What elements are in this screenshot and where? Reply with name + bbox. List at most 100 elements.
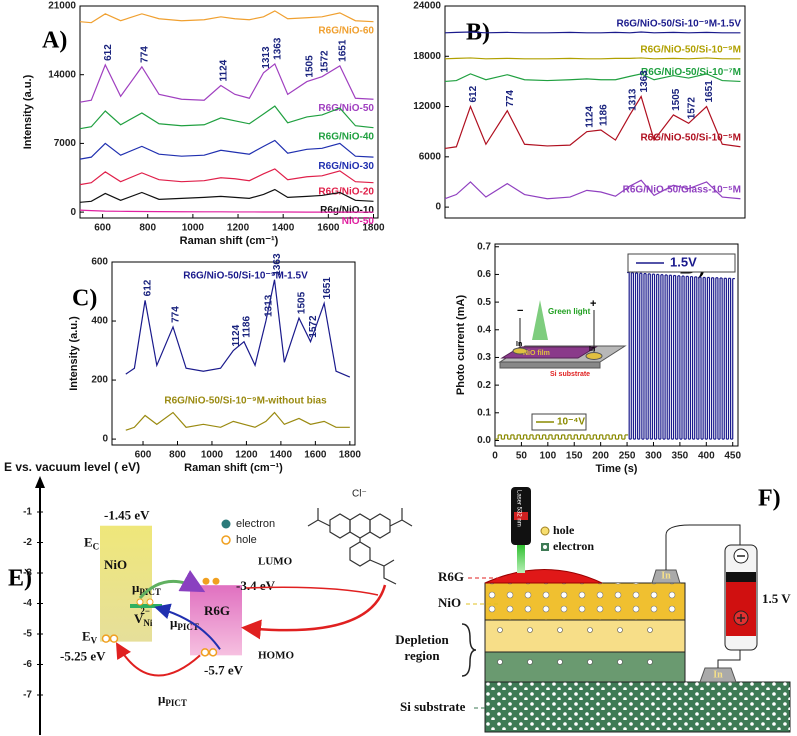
legend-label: 1.5V bbox=[670, 254, 697, 269]
y-tick-label: 0.4 bbox=[477, 324, 491, 335]
nio-band bbox=[100, 525, 152, 642]
y-tick-label: 0.2 bbox=[477, 380, 491, 391]
x-tick-label: 800 bbox=[169, 450, 186, 461]
inset-label: NiO film bbox=[523, 350, 550, 357]
peak-label: 1186 bbox=[242, 316, 253, 338]
x-tick-label: 1400 bbox=[270, 450, 293, 461]
level-label: -5.7 eV bbox=[204, 662, 244, 677]
peak-label: 1572 bbox=[320, 50, 331, 73]
x-tick-label: 1800 bbox=[339, 450, 362, 461]
inset-label: Green light bbox=[548, 307, 591, 316]
battery-band bbox=[726, 572, 756, 582]
transfer-arrow bbox=[115, 642, 201, 677]
y-tick-label: -7 bbox=[23, 690, 32, 701]
x-tick-label: 150 bbox=[566, 451, 583, 462]
legend-box bbox=[531, 413, 587, 431]
x-axis-label: Time (s) bbox=[596, 463, 638, 475]
label-part: Ni bbox=[143, 618, 152, 628]
level-label: -5.25 eV bbox=[60, 649, 106, 664]
y-tick-label: 0 bbox=[102, 434, 108, 445]
peak-label: 1313 bbox=[264, 294, 275, 317]
y-tick-label: -2 bbox=[23, 537, 32, 548]
series-label: R6G/NiO-50/Si-10⁻⁹M-without bias bbox=[164, 395, 327, 406]
inset-electrode bbox=[512, 347, 528, 355]
y-tick-label: 600 bbox=[91, 257, 108, 268]
transfer-arrow bbox=[154, 603, 221, 650]
peak-label: 774 bbox=[505, 90, 516, 107]
plot-frame bbox=[79, 5, 379, 219]
electron-legend-mark bbox=[221, 519, 231, 529]
panel-label: A) bbox=[42, 28, 67, 54]
panel-f: F) In In 1.5 V Laser 532 nm hole bbox=[395, 486, 791, 733]
x-tick-label: 450 bbox=[724, 451, 741, 462]
peak-label: 1572 bbox=[308, 315, 319, 338]
y-tick-label: 12000 bbox=[413, 101, 441, 112]
band-label: R6G bbox=[204, 603, 230, 618]
electrode bbox=[651, 569, 681, 584]
spectrum bbox=[125, 411, 350, 431]
series-label: R6G/NiO-50 bbox=[318, 103, 374, 114]
plot-frame bbox=[494, 243, 739, 447]
layer-label: Depletion bbox=[395, 632, 449, 647]
x-tick-label: 600 bbox=[135, 450, 152, 461]
wire bbox=[665, 524, 741, 570]
x-tick-label: 1600 bbox=[304, 450, 327, 461]
molecule bbox=[307, 508, 413, 585]
depletion-charges bbox=[497, 627, 653, 665]
peak-label: 612 bbox=[468, 85, 479, 102]
layer-label: region bbox=[404, 648, 440, 663]
peak-label: 1651 bbox=[322, 277, 333, 300]
spectrum bbox=[79, 105, 374, 130]
x-tick-label: 50 bbox=[516, 451, 528, 462]
y-tick-label: 0 bbox=[70, 207, 76, 218]
electron-legend-mark bbox=[543, 545, 547, 549]
transfer-arrow bbox=[138, 570, 206, 600]
spectrum bbox=[79, 139, 374, 160]
peak-label: 1651 bbox=[704, 80, 715, 103]
x-tick-label: 200 bbox=[592, 451, 609, 462]
y-tick-label: 0.7 bbox=[477, 241, 491, 252]
y-tick-label: 24000 bbox=[413, 1, 441, 12]
x-tick-label: 1600 bbox=[317, 223, 340, 234]
level-label: -1.45 eV bbox=[104, 508, 150, 523]
label-part: PICT bbox=[165, 698, 187, 708]
y-tick-label: 6000 bbox=[419, 151, 442, 162]
band-edge-label: μPICT bbox=[158, 691, 187, 708]
label-part: E bbox=[82, 629, 91, 644]
band-edge-label: EC bbox=[84, 535, 99, 552]
label-part: μ bbox=[158, 691, 166, 706]
x-tick-label: 1200 bbox=[227, 223, 250, 234]
hole bbox=[200, 648, 210, 657]
series-label: R6G/NiO-50/Si-10⁻⁹M-1.5V bbox=[616, 18, 741, 29]
x-tick-label: 0 bbox=[492, 451, 498, 462]
y-tick-label: 0.5 bbox=[477, 297, 491, 308]
spectrum bbox=[444, 95, 741, 150]
peak-label: 1313 bbox=[627, 88, 638, 111]
label-part: PICT bbox=[139, 587, 161, 597]
hole bbox=[208, 648, 218, 657]
panel-label: E) bbox=[8, 566, 32, 592]
label-part: μ bbox=[132, 580, 140, 595]
legend-label: hole bbox=[553, 523, 575, 537]
x-tick-label: 1000 bbox=[201, 450, 224, 461]
x-tick-label: 250 bbox=[619, 451, 636, 462]
series-label: R6G/NiO-40 bbox=[318, 131, 374, 142]
electrode-label: In bbox=[661, 570, 671, 581]
hole-legend-mark bbox=[221, 535, 231, 545]
peak-label: 1363 bbox=[272, 37, 283, 60]
axis-title: E vs. vacuum level ( eV) bbox=[4, 460, 140, 474]
spectrum bbox=[79, 168, 374, 186]
spectrum bbox=[79, 209, 374, 213]
x-tick-label: 1200 bbox=[235, 450, 258, 461]
legend-label: hole bbox=[236, 534, 257, 546]
peak-label: 1313 bbox=[261, 46, 272, 69]
x-tick-label: 600 bbox=[94, 223, 111, 234]
peak-label: 1651 bbox=[337, 39, 348, 62]
band-edge-label: EV bbox=[82, 629, 98, 646]
y-tick-label: 0.6 bbox=[477, 269, 491, 280]
y-tick-label: -6 bbox=[23, 659, 32, 670]
inset-label: In bbox=[516, 341, 522, 348]
peak-label: 1505 bbox=[297, 291, 308, 314]
excitation-arrow bbox=[245, 586, 379, 596]
depletion-n bbox=[484, 651, 686, 683]
